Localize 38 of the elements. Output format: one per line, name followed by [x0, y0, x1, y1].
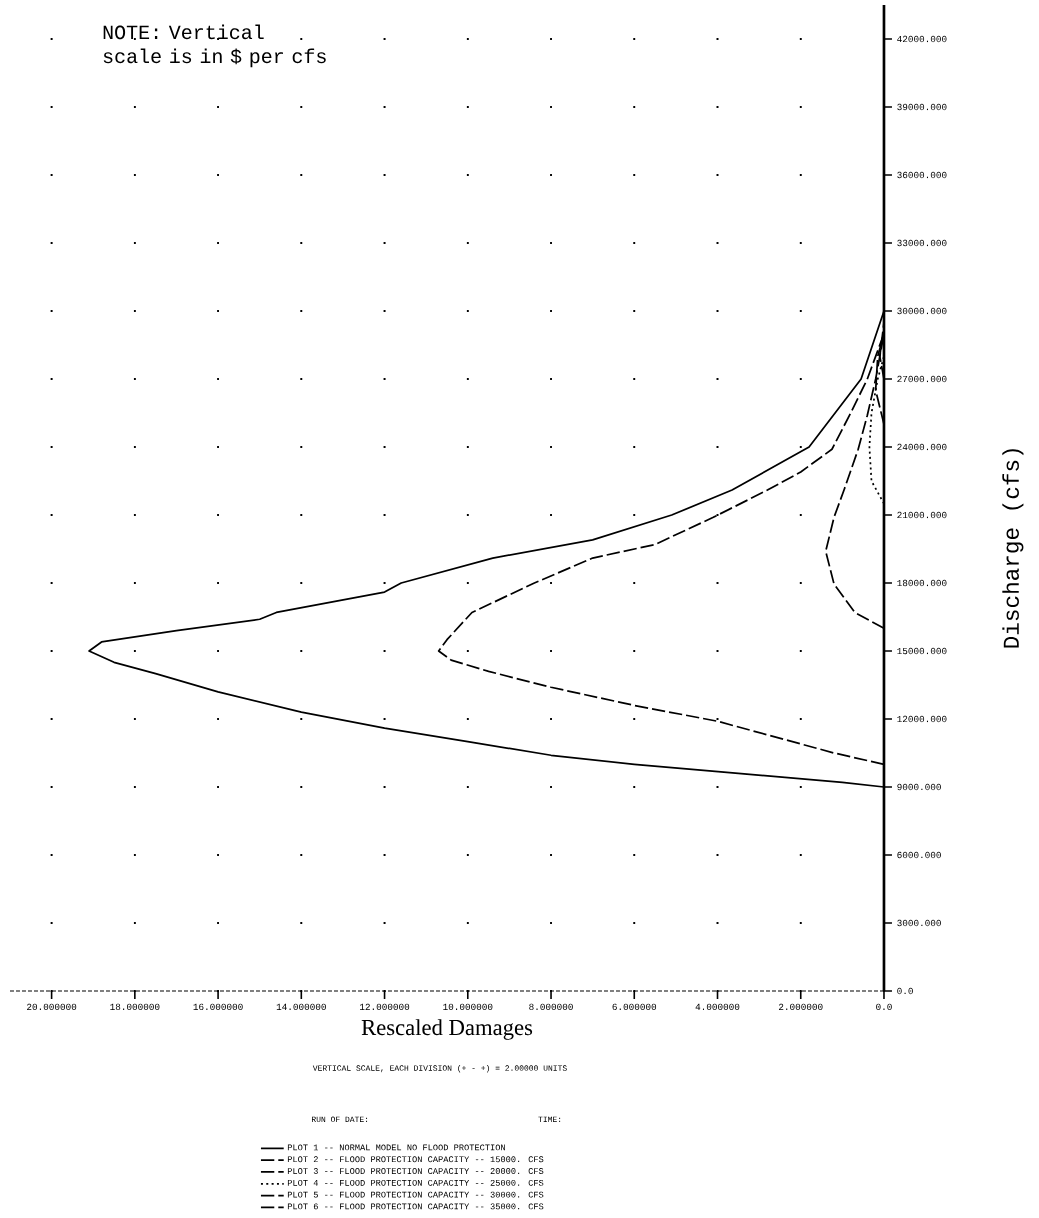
x-tick-label: 12.000000 — [360, 1003, 410, 1011]
x-tick-label: 10.000000 — [443, 1003, 493, 1011]
legend-label: PLOT 3 -- FLOOD PROTECTION CAPACITY -- 20000. CFS — [287, 1168, 544, 1174]
y-tick-label: 3000.000 — [897, 919, 941, 927]
y-tick-label: 33000.000 — [897, 239, 947, 247]
x-tick-label: 18.000000 — [110, 1003, 160, 1011]
legend-label: PLOT 4 -- FLOOD PROTECTION CAPACITY -- 25000. CFS — [287, 1179, 544, 1186]
y-tick-label: 18000.000 — [897, 579, 947, 587]
legend-label: PLOT 1 -- NORMAL MODEL NO FLOOD PROTECTION — [287, 1144, 505, 1151]
x-tick-label: 14.000000 — [276, 1003, 326, 1011]
y-tick-label: 42000.000 — [897, 35, 947, 43]
text: RUN OF DATE: — [312, 1116, 368, 1123]
y-tick-label: 24000.000 — [897, 443, 947, 451]
y-tick-label: 15000.000 — [897, 647, 947, 655]
text: VERTICAL SCALE, EACH DIVISION (+ - +) = 2.00000 UNITS — [312, 1064, 567, 1073]
x-tick-label: 6.000000 — [612, 1003, 657, 1011]
y-tick-label: 30000.000 — [897, 307, 947, 315]
y-tick-label: 36000.000 — [897, 171, 947, 179]
y-tick-label: 27000.000 — [897, 375, 947, 383]
x-tick-label: 4.000000 — [695, 1003, 740, 1011]
y-tick-label: 21000.000 — [897, 511, 947, 519]
x-tick-label: 2.000000 — [778, 1003, 823, 1011]
y-tick-label: 9000.000 — [897, 783, 941, 791]
x-tick-label: 8.000000 — [529, 1003, 573, 1011]
legend-label: PLOT 2 -- FLOOD PROTECTION CAPACITY -- 15000. CFS — [287, 1156, 544, 1163]
x-axis-title: Rescaled Damages — [361, 1019, 533, 1040]
x-tick-label: 16.000000 — [193, 1003, 243, 1011]
legend-label: PLOT 5 -- FLOOD PROTECTION CAPACITY -- 30000. CFS — [287, 1191, 544, 1198]
annotation: NOTE: Vertical scale is in $ per cfs — [103, 24, 326, 68]
text: TIME: — [538, 1116, 561, 1122]
y-tick-label: 12000.000 — [897, 715, 947, 723]
y-tick-label: 6000.000 — [897, 851, 941, 859]
legend-label: PLOT 6 -- FLOOD PROTECTION CAPACITY -- 35000. CFS — [287, 1203, 544, 1210]
y-axis-title: Discharge (cfs) — [1002, 449, 1024, 648]
y-tick-label: 39000.000 — [897, 103, 947, 111]
x-tick-label: 0.0 — [876, 1003, 892, 1011]
x-tick-label: 20.000000 — [27, 1003, 77, 1011]
y-tick-label: 0.0 — [897, 987, 913, 995]
